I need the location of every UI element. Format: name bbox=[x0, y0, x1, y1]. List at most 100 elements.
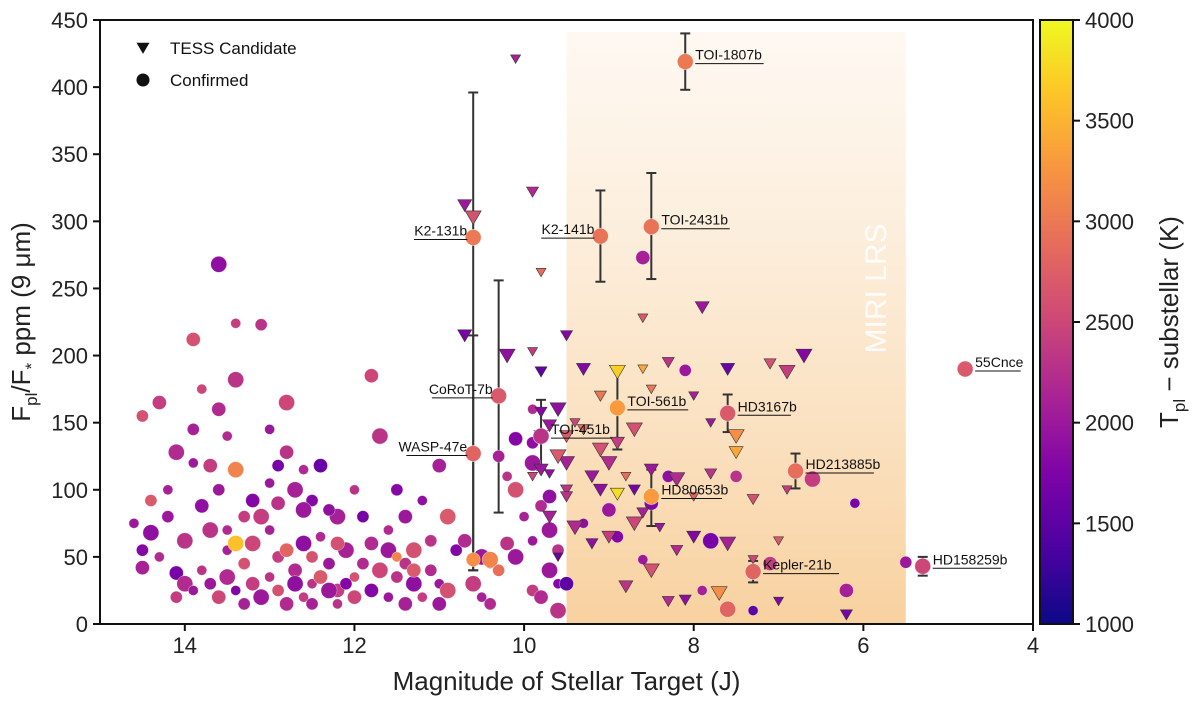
confirmed-point bbox=[230, 585, 242, 596]
candidate-point bbox=[609, 487, 625, 501]
labeled-planet-point bbox=[532, 427, 550, 445]
confirmed-point bbox=[196, 565, 208, 576]
confirmed-point bbox=[431, 596, 447, 612]
confirmed-point bbox=[406, 563, 422, 578]
confirmed-point bbox=[405, 541, 423, 559]
candidate-point bbox=[670, 545, 684, 557]
confirmed-point bbox=[211, 401, 227, 417]
confirmed-point bbox=[279, 444, 294, 460]
confirmed-point bbox=[135, 560, 150, 575]
confirmed-point bbox=[899, 555, 913, 569]
labeled-planet-point bbox=[744, 563, 762, 581]
colorbar-tick-label: 4000 bbox=[1085, 8, 1134, 33]
x-axis-title: Magnitude of Stellar Target (J) bbox=[393, 666, 741, 696]
confirmed-point bbox=[286, 481, 304, 499]
confirmed-point bbox=[279, 542, 294, 558]
confirmed-point bbox=[518, 511, 530, 522]
confirmed-point bbox=[194, 498, 210, 514]
candidate-point bbox=[600, 456, 618, 471]
confirmed-point bbox=[287, 563, 303, 578]
confirmed-point bbox=[161, 510, 175, 523]
candidate-point bbox=[710, 586, 728, 601]
colorbar-tick-label: 1000 bbox=[1085, 612, 1134, 637]
confirmed-point bbox=[492, 564, 505, 577]
confirmed-point bbox=[295, 501, 312, 519]
confirmed-point bbox=[390, 570, 404, 584]
confirmed-point bbox=[678, 364, 692, 377]
confirmed-point bbox=[271, 584, 285, 597]
confirmed-point bbox=[305, 494, 319, 507]
confirmed-point bbox=[391, 551, 403, 563]
candidate-point bbox=[704, 468, 718, 480]
confirmed-point bbox=[144, 494, 158, 507]
confirmed-point bbox=[492, 449, 505, 463]
legend: TESS Candidate Confirmed bbox=[136, 39, 297, 90]
confirmed-point bbox=[439, 508, 457, 525]
confirmed-point bbox=[542, 489, 557, 504]
confirmed-point bbox=[541, 521, 558, 539]
confirmed-point bbox=[221, 524, 233, 536]
confirmed-point bbox=[315, 531, 326, 543]
candidate-point bbox=[559, 484, 574, 496]
confirmed-point bbox=[405, 575, 423, 593]
candidate-point bbox=[720, 363, 736, 376]
candidate-point bbox=[636, 507, 650, 519]
candidate-point bbox=[795, 348, 813, 364]
labeled-planet-point bbox=[642, 488, 660, 505]
confirmed-point bbox=[507, 548, 524, 566]
confirmed-point bbox=[417, 591, 428, 603]
candidate-point bbox=[549, 449, 567, 465]
candidate-point bbox=[559, 491, 574, 503]
candidate-point bbox=[746, 494, 760, 506]
confirmed-point bbox=[541, 562, 558, 579]
confirmed-point bbox=[264, 424, 275, 435]
candidate-point bbox=[728, 446, 744, 460]
confirmed-point bbox=[142, 524, 160, 542]
confirmed-point bbox=[349, 484, 360, 496]
colorbar-ticks: 1000 1500 2000 2500 3000 3500 4000 bbox=[1073, 8, 1134, 637]
confirmed-point bbox=[186, 332, 201, 347]
planet-label: K2-141b bbox=[541, 221, 594, 237]
planet-label: TOI-451b bbox=[551, 421, 610, 437]
y-tick-label: 250 bbox=[51, 276, 88, 301]
candidate-point bbox=[668, 472, 686, 487]
confirmed-point bbox=[264, 524, 275, 536]
miri-lrs-region bbox=[566, 32, 906, 624]
confirmed-point bbox=[170, 590, 183, 604]
y-tick-label: 400 bbox=[51, 75, 88, 100]
planet-label: Kepler-21b bbox=[763, 557, 832, 573]
candidate-point bbox=[591, 442, 609, 458]
confirmed-point bbox=[332, 598, 343, 610]
labeled-planet-point bbox=[676, 53, 694, 71]
confirmed-point bbox=[298, 591, 309, 603]
planet-label: TOI-1807b bbox=[695, 47, 762, 63]
confirmed-point bbox=[464, 575, 482, 593]
candidate-point bbox=[542, 419, 558, 433]
confirmed-point bbox=[210, 255, 228, 273]
confirmed-point bbox=[527, 535, 538, 547]
confirmed-point bbox=[196, 383, 208, 395]
planet-label: HD213885b bbox=[806, 456, 881, 472]
confirmed-point bbox=[320, 582, 338, 599]
confirmed-point bbox=[237, 597, 251, 611]
confirmed-point bbox=[201, 521, 219, 539]
planet-label: HD158259b bbox=[933, 551, 1008, 567]
confirmed-point bbox=[203, 577, 217, 591]
x-tick-label: 6 bbox=[857, 633, 869, 658]
confirmed-point bbox=[271, 459, 285, 472]
candidate-point bbox=[747, 555, 759, 565]
confirmed-point bbox=[128, 518, 140, 529]
confirmed-point bbox=[804, 470, 821, 488]
candidate-point bbox=[527, 347, 539, 357]
candidate-point bbox=[559, 330, 574, 342]
confirmed-point bbox=[330, 536, 345, 551]
confirmed-point bbox=[424, 534, 438, 548]
confirmed-point bbox=[390, 483, 404, 497]
confirmed-point bbox=[371, 562, 389, 579]
confirmed-point bbox=[383, 524, 394, 536]
confirmed-point bbox=[211, 589, 227, 605]
candidate-point bbox=[608, 364, 626, 380]
labeled-planet-point bbox=[464, 445, 482, 462]
confirmed-point bbox=[305, 550, 319, 564]
confirmed-point bbox=[637, 554, 649, 565]
